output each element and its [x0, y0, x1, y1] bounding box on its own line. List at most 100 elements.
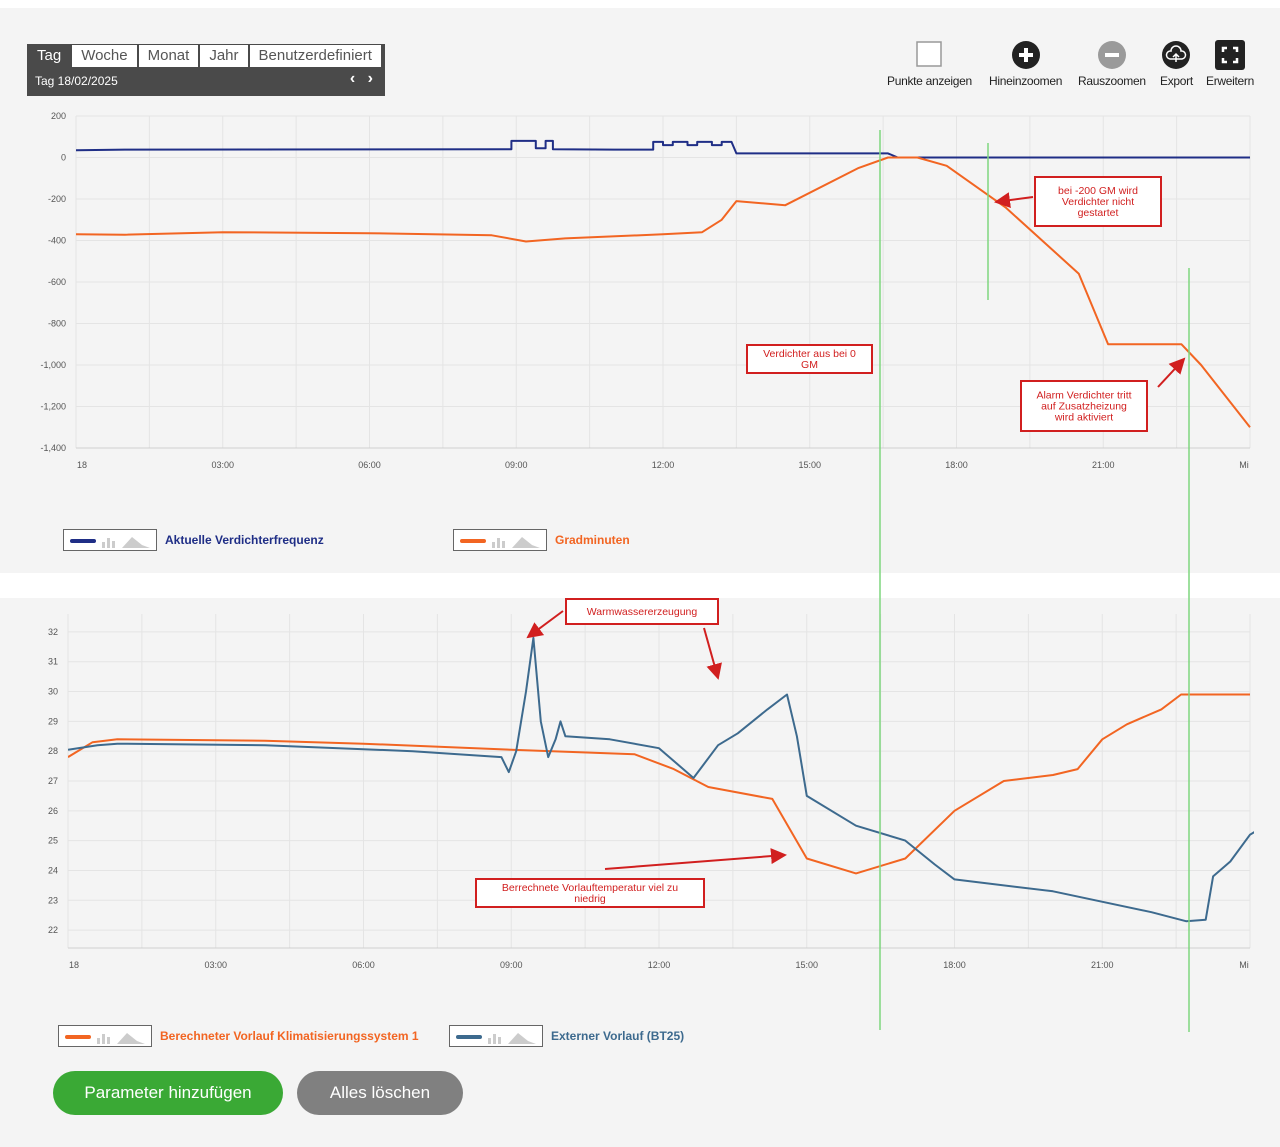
x-tick-label: 12:00: [652, 460, 675, 470]
annotation-arrow: [526, 610, 564, 639]
y-tick-label: 25: [48, 836, 58, 846]
series-line-1: [76, 156, 1251, 428]
export-button[interactable]: Export: [1160, 40, 1193, 88]
x-tick-label: Mi: [1239, 960, 1249, 970]
annotation-text: Verdichter nicht: [1062, 196, 1134, 208]
x-tick-label: 18: [77, 460, 87, 470]
series-line-0: [76, 139, 1250, 159]
y-tick-label: 24: [48, 865, 58, 875]
x-tick-label: Mi: [1239, 460, 1249, 470]
legend-verdichterfrequenz[interactable]: Aktuelle Verdichterfrequenz: [63, 529, 324, 551]
expand-button[interactable]: Erweitern: [1206, 40, 1254, 88]
next-period-button[interactable]: ›: [367, 70, 373, 87]
x-tick-label: 03:00: [204, 960, 227, 970]
zoom-in-button[interactable]: Hineinzoomen: [989, 40, 1062, 88]
annotation-text: auf Zusatzheizung: [1041, 401, 1127, 413]
period-tab-1[interactable]: Woche: [71, 44, 138, 68]
annotation-arrow: [994, 192, 1034, 209]
x-tick-label: 15:00: [795, 960, 818, 970]
x-tick-label: 03:00: [211, 460, 234, 470]
y-tick-label: 29: [48, 716, 58, 726]
show-points-label: Punkte anzeigen: [887, 74, 972, 88]
annotation-box-4: [475, 878, 705, 908]
show-points-toggle[interactable]: Punkte anzeigen: [887, 40, 972, 88]
period-tab-4[interactable]: Benutzerdefiniert: [248, 44, 382, 68]
x-tick-label: 06:00: [358, 460, 381, 470]
period-selector: Tag Woche Monat Jahr Benutzerdefiniert Tag 1…: [27, 44, 385, 96]
x-tick-label: 06:00: [352, 960, 375, 970]
annotation-text: wird aktiviert: [1054, 412, 1113, 424]
x-tick-label: 18: [69, 960, 79, 970]
legend-label: Externer Vorlauf (BT25): [551, 1029, 685, 1043]
series-line-1: [68, 636, 1254, 923]
prev-period-button[interactable]: ‹: [349, 70, 356, 87]
annotation-text: Warmwassererzeugung: [587, 606, 698, 618]
clear-all-button[interactable]: Alles löschen: [297, 1071, 463, 1115]
legend-swatch: [58, 1025, 152, 1047]
annotation-text: gestartet: [1078, 207, 1119, 219]
chart-type-icon: [97, 1033, 145, 1044]
y-tick-label: 28: [48, 746, 58, 756]
plus-circle-icon: [1011, 40, 1041, 70]
legend-gradminuten[interactable]: Gradminuten: [453, 529, 630, 551]
annotation-box-2: [1020, 380, 1148, 432]
annotation-text: Verdichter aus bei 0: [763, 348, 856, 360]
x-tick-label: 18:00: [943, 960, 966, 970]
legend-externer-vorlauf[interactable]: Externer Vorlauf (BT25): [449, 1025, 684, 1047]
y-tick-label: -1,000: [40, 360, 66, 370]
annotation-box-1: [746, 344, 873, 374]
expand-label: Erweitern: [1206, 74, 1254, 88]
y-tick-label: 22: [48, 925, 58, 935]
y-tick-label: -800: [48, 319, 66, 329]
period-tab-3[interactable]: Jahr: [199, 44, 249, 68]
x-tick-label: 12:00: [648, 960, 671, 970]
period-arrows: ‹ ›: [342, 70, 373, 88]
expand-icon: [1214, 40, 1245, 70]
legend-swatch: [63, 529, 157, 551]
y-tick-label: -200: [48, 194, 66, 204]
period-date: Tag 18/02/2025: [35, 74, 118, 88]
annotation-arrow: [703, 627, 722, 680]
gradminuten-chart: 200 0 -200 -400 -600 -800 -1,000 -1,200 -1,400 18…: [40, 111, 1251, 470]
legend-line: [460, 539, 486, 543]
x-tick-label: 18:00: [945, 460, 968, 470]
x-tick-label: 21:00: [1091, 960, 1114, 970]
annotation-text: niedrig: [574, 893, 606, 905]
period-tab-0[interactable]: Tag: [27, 44, 72, 68]
series-line-0: [68, 693, 1250, 875]
y-tick-label: 31: [48, 657, 58, 667]
y-tick-label: 23: [48, 895, 58, 905]
legend-line: [70, 539, 96, 543]
legend-label: Berechneter Vorlauf Klimatisierungssyste…: [160, 1029, 419, 1043]
legend-line: [65, 1035, 91, 1039]
legend-line: [456, 1035, 482, 1039]
y-tick-label: -1,200: [40, 402, 66, 412]
annotation-text: Berrechnete Vorlauftemperatur viel zu: [502, 882, 678, 894]
annotation-arrow: [1157, 357, 1186, 388]
annotation-box-0: [1034, 176, 1162, 227]
x-tick-label: 21:00: [1092, 460, 1115, 470]
zoom-out-button[interactable]: Rauszoomen: [1078, 40, 1146, 88]
cloud-upload-icon: [1161, 40, 1191, 70]
legend-berechneter-vorlauf[interactable]: Berechneter Vorlauf Klimatisierungssyste…: [58, 1025, 419, 1047]
annotation-text: Alarm Verdichter tritt: [1036, 390, 1131, 402]
y-tick-label: 27: [48, 776, 58, 786]
legend-swatch: [453, 529, 547, 551]
vorlauf-chart: 22 23 24 25 26 27 28 29 30 31 32 18 03:00 06:00 09:00 1…: [48, 614, 1254, 970]
checkbox-icon: [914, 40, 944, 70]
period-tab-2[interactable]: Monat: [137, 44, 200, 68]
minus-circle-icon: [1097, 40, 1127, 70]
y-tick-label: -600: [48, 277, 66, 287]
bottom-chart-panel: [0, 598, 1280, 1147]
x-tick-label: 09:00: [505, 460, 528, 470]
zoom-in-label: Hineinzoomen: [989, 74, 1063, 88]
y-tick-label: 30: [48, 687, 58, 697]
y-tick-label: 200: [51, 111, 66, 121]
chart-type-icon: [102, 537, 150, 548]
y-tick-label: 32: [48, 627, 58, 637]
add-parameter-button[interactable]: Parameter hinzufügen: [53, 1071, 283, 1115]
annotation-box-3: [565, 598, 719, 625]
y-tick-label: 0: [61, 153, 66, 163]
chart-type-icon: [492, 537, 540, 548]
